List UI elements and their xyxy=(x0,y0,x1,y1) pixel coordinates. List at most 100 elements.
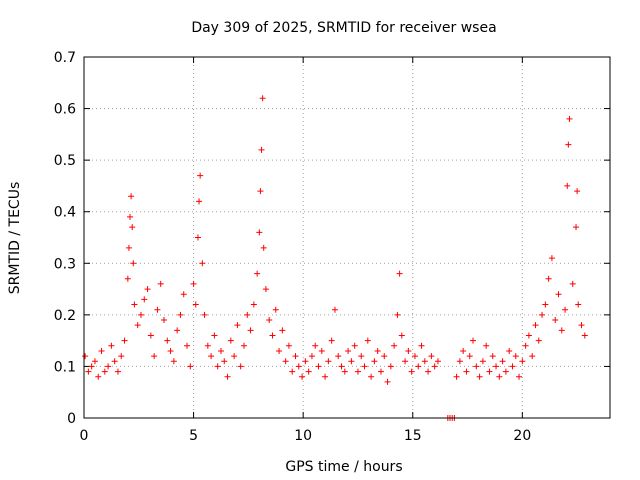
data-point xyxy=(532,322,539,329)
data-point xyxy=(258,146,265,153)
data-point xyxy=(411,353,418,360)
data-point xyxy=(154,306,161,313)
data-point xyxy=(535,337,542,344)
data-point xyxy=(269,332,276,339)
data-point xyxy=(573,224,580,231)
data-point xyxy=(428,353,435,360)
y-tick-label: 0 xyxy=(67,411,76,427)
data-point xyxy=(578,322,585,329)
data-point xyxy=(308,353,315,360)
data-point xyxy=(127,213,134,220)
data-point xyxy=(190,280,197,287)
data-point xyxy=(125,244,132,251)
data-point xyxy=(483,342,490,349)
data-point xyxy=(114,368,121,375)
data-point xyxy=(85,368,92,375)
data-point xyxy=(234,322,241,329)
data-point xyxy=(184,342,191,349)
data-point xyxy=(130,260,137,267)
data-point xyxy=(529,353,536,360)
data-point xyxy=(318,347,325,354)
data-point xyxy=(282,358,289,365)
data-point xyxy=(574,188,581,195)
data-point xyxy=(170,358,177,365)
data-point xyxy=(405,347,412,354)
x-tick-label: 5 xyxy=(189,428,198,444)
data-point xyxy=(466,353,473,360)
data-point xyxy=(292,353,299,360)
data-point xyxy=(91,358,98,365)
axis-ticks: 0 0.1 0.2 0.3 0.4 0.5 0.6 0.7 0 5 10 15 20 xyxy=(54,50,610,444)
data-point xyxy=(177,311,184,318)
data-point xyxy=(421,358,428,365)
data-point xyxy=(201,311,208,318)
data-point xyxy=(151,353,158,360)
data-point xyxy=(276,347,283,354)
data-point xyxy=(82,353,89,360)
data-point xyxy=(548,255,555,262)
data-point xyxy=(522,342,529,349)
grid xyxy=(84,57,610,418)
data-point xyxy=(354,368,361,375)
data-point xyxy=(361,363,368,370)
data-point xyxy=(262,286,269,293)
data-point xyxy=(387,363,394,370)
data-point xyxy=(204,342,211,349)
plot-frame xyxy=(83,56,611,419)
data-point xyxy=(509,363,516,370)
data-point xyxy=(105,363,112,370)
data-point xyxy=(164,337,171,344)
data-point xyxy=(569,280,576,287)
data-point xyxy=(368,373,375,380)
data-point xyxy=(351,342,358,349)
y-tick-label: 0.3 xyxy=(54,256,76,272)
data-point xyxy=(463,368,470,375)
data-point xyxy=(121,337,128,344)
data-point xyxy=(506,347,513,354)
data-point xyxy=(194,234,201,241)
data-point xyxy=(358,353,365,360)
data-point xyxy=(384,378,391,385)
data-point xyxy=(95,373,102,380)
data-point xyxy=(371,358,378,365)
data-point xyxy=(345,347,352,354)
data-point xyxy=(486,368,493,375)
data-point xyxy=(325,358,332,365)
x-axis-label: GPS time / hours xyxy=(285,459,402,475)
data-point xyxy=(408,368,415,375)
data-point xyxy=(502,368,509,375)
data-point xyxy=(196,198,203,205)
data-point xyxy=(315,363,322,370)
data-point xyxy=(157,280,164,287)
data-point xyxy=(470,337,477,344)
data-point xyxy=(144,286,151,293)
data-point xyxy=(431,363,438,370)
data-point xyxy=(565,141,572,148)
data-point xyxy=(476,373,483,380)
x-tick-label: 15 xyxy=(404,428,422,444)
data-point xyxy=(247,327,254,334)
data-point xyxy=(244,311,251,318)
y-tick-label: 0.2 xyxy=(54,308,76,324)
data-point xyxy=(493,363,500,370)
data-point xyxy=(402,358,409,365)
data-point xyxy=(473,363,480,370)
data-point xyxy=(256,229,263,236)
data-point xyxy=(374,347,381,354)
data-point xyxy=(328,337,335,344)
data-point xyxy=(364,337,371,344)
data-point xyxy=(217,347,224,354)
data-point xyxy=(299,373,306,380)
data-point xyxy=(499,358,506,365)
data-point xyxy=(259,95,266,102)
data-point xyxy=(214,363,221,370)
data-point xyxy=(160,317,167,324)
data-point xyxy=(124,275,131,282)
data-point xyxy=(272,306,279,313)
data-point xyxy=(266,317,273,324)
data-point xyxy=(539,311,546,318)
data-point xyxy=(377,368,384,375)
data-point xyxy=(131,301,138,308)
data-point xyxy=(279,327,286,334)
data-point xyxy=(456,358,463,365)
